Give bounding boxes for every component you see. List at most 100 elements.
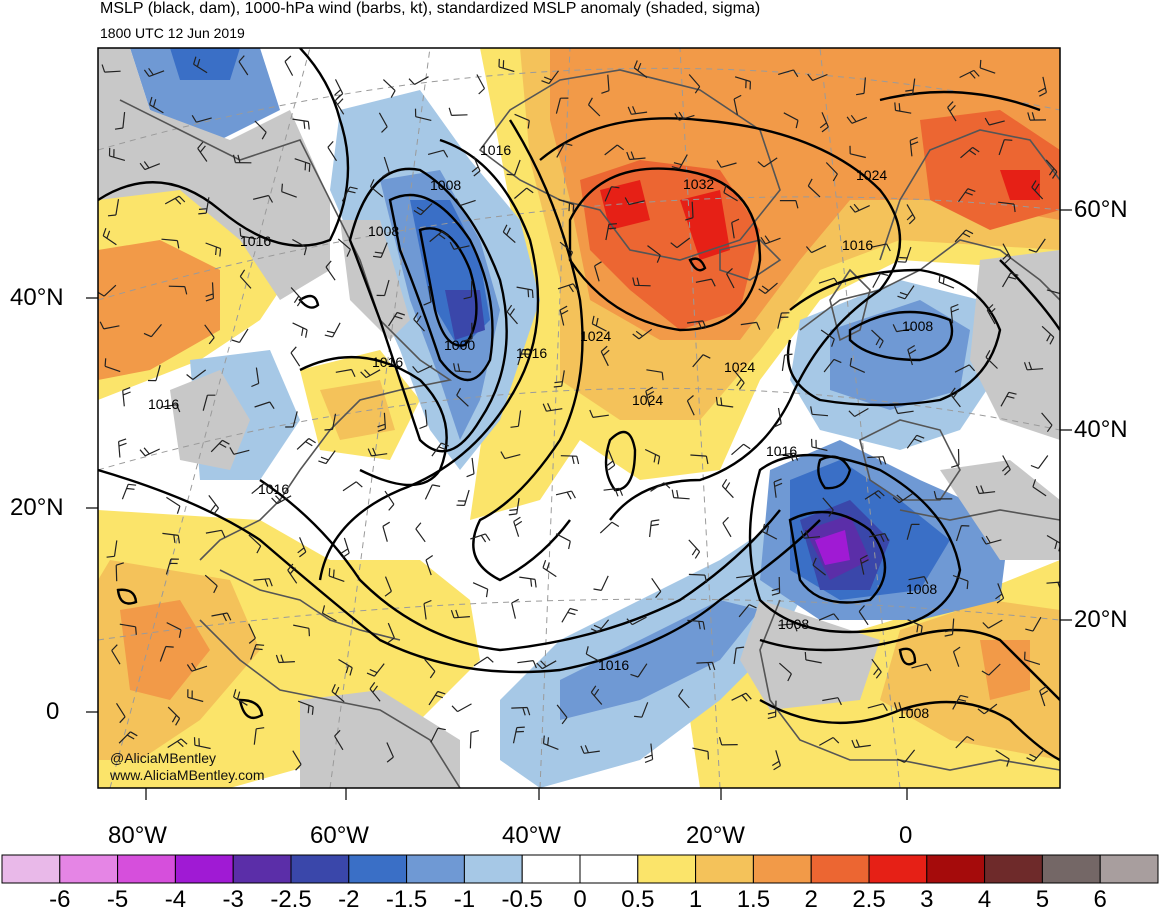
coast-africa [759, 509, 1060, 771]
lon-label: 20°W [686, 822, 745, 849]
wind-barb [715, 396, 734, 408]
wind-barb [603, 487, 624, 497]
wind-barb [193, 737, 211, 750]
wind-barb [122, 387, 131, 407]
credit-website[interactable]: www.AliciaMBentley.com [110, 767, 265, 783]
isobar-1016-south [259, 479, 781, 652]
wind-barb [139, 447, 160, 457]
isobar-label: 1024 [580, 328, 611, 344]
wind-barb [819, 736, 840, 746]
wind-barb [506, 304, 518, 325]
wind-barb [632, 328, 653, 340]
wind-barb [338, 658, 353, 676]
wind-barb [909, 136, 919, 157]
wind-barb [604, 144, 625, 156]
wind-barb [952, 646, 961, 667]
gray-land-us [170, 370, 250, 470]
wind-barb [254, 120, 267, 140]
wind-barb [627, 106, 648, 115]
wind-barb [428, 690, 446, 706]
wind-barb [688, 539, 701, 559]
wind-barb [601, 74, 610, 94]
wind-barb [955, 525, 970, 542]
wind-barb [995, 583, 1005, 604]
positive-anomaly-north-america-core [98, 240, 220, 380]
colorbar-swatch [117, 854, 176, 884]
gray-land-south-america [300, 690, 460, 788]
colorbar-label: 6 [1093, 886, 1107, 913]
wind-barb [424, 484, 441, 500]
wind-barb [472, 582, 489, 598]
wind-barb [650, 482, 671, 492]
wind-barb [1038, 76, 1047, 97]
wind-barb [758, 282, 778, 294]
wind-barb [559, 241, 574, 260]
wind-barb [254, 401, 275, 410]
wind-barb [733, 94, 742, 115]
wind-barb [897, 246, 912, 263]
wind-barb [859, 554, 869, 575]
coast-british-isles [829, 268, 871, 342]
wind-barb [143, 67, 165, 77]
coast-europe [799, 239, 1060, 331]
wind-barb [204, 324, 215, 345]
wind-barb [1026, 748, 1045, 762]
isobar-1016-west [318, 138, 540, 581]
wind-barb [716, 160, 737, 168]
wind-barb [159, 645, 174, 662]
wind-barb [1024, 651, 1041, 665]
wind-barb [253, 578, 273, 587]
wind-barb [463, 280, 473, 300]
wind-barb [297, 700, 314, 715]
wind-barb [239, 269, 252, 289]
wind-barb [327, 140, 338, 162]
axis-ticks [86, 209, 1072, 800]
isobar-1024-azores-closed [604, 430, 637, 492]
colorbar-swatch [695, 854, 754, 884]
wind-barb [644, 743, 654, 763]
wind-barb [1041, 325, 1055, 345]
wind-barb [450, 609, 470, 619]
wind-barb [502, 224, 516, 244]
isobar-1016-iberia [748, 453, 962, 634]
wind-barb [248, 623, 256, 644]
wind-barb [287, 563, 298, 584]
wind-barb [114, 112, 126, 130]
wind-barb [779, 200, 799, 209]
positive-anomaly-greenland-core [600, 180, 650, 230]
wind-barb [541, 70, 559, 85]
wind-barb [107, 199, 120, 217]
lat-label-right: 60°N [1074, 196, 1128, 223]
wind-barb [633, 702, 649, 718]
wind-barb [99, 321, 120, 330]
wind-barb [585, 646, 601, 663]
coast-north-america [119, 99, 453, 561]
wind-barb [979, 59, 996, 74]
wind-barb [139, 161, 161, 171]
wind-barb [553, 370, 565, 388]
wind-barb [897, 749, 916, 763]
wind-barb [773, 478, 783, 498]
gray-land-west-africa [740, 600, 880, 710]
wind-barb [849, 203, 870, 213]
wind-barb [160, 404, 181, 413]
wind-barb [771, 576, 781, 596]
wind-barb [297, 537, 307, 558]
wind-barb [197, 141, 208, 162]
wind-barb [869, 533, 889, 542]
wind-barb [893, 702, 913, 711]
wind-barb [473, 656, 494, 667]
wind-barb [331, 683, 345, 703]
wind-barb [516, 286, 534, 299]
wind-barb [340, 537, 350, 559]
wind-barb [423, 599, 432, 620]
wind-barb [186, 369, 207, 380]
wind-barb [456, 489, 470, 506]
wind-barb [508, 498, 520, 516]
colorbar-label: -6 [49, 886, 71, 913]
wind-barb [822, 497, 834, 517]
wind-barb [449, 241, 470, 250]
wind-barb [975, 485, 996, 495]
wind-barb [951, 448, 960, 468]
wind-barb [590, 685, 603, 705]
